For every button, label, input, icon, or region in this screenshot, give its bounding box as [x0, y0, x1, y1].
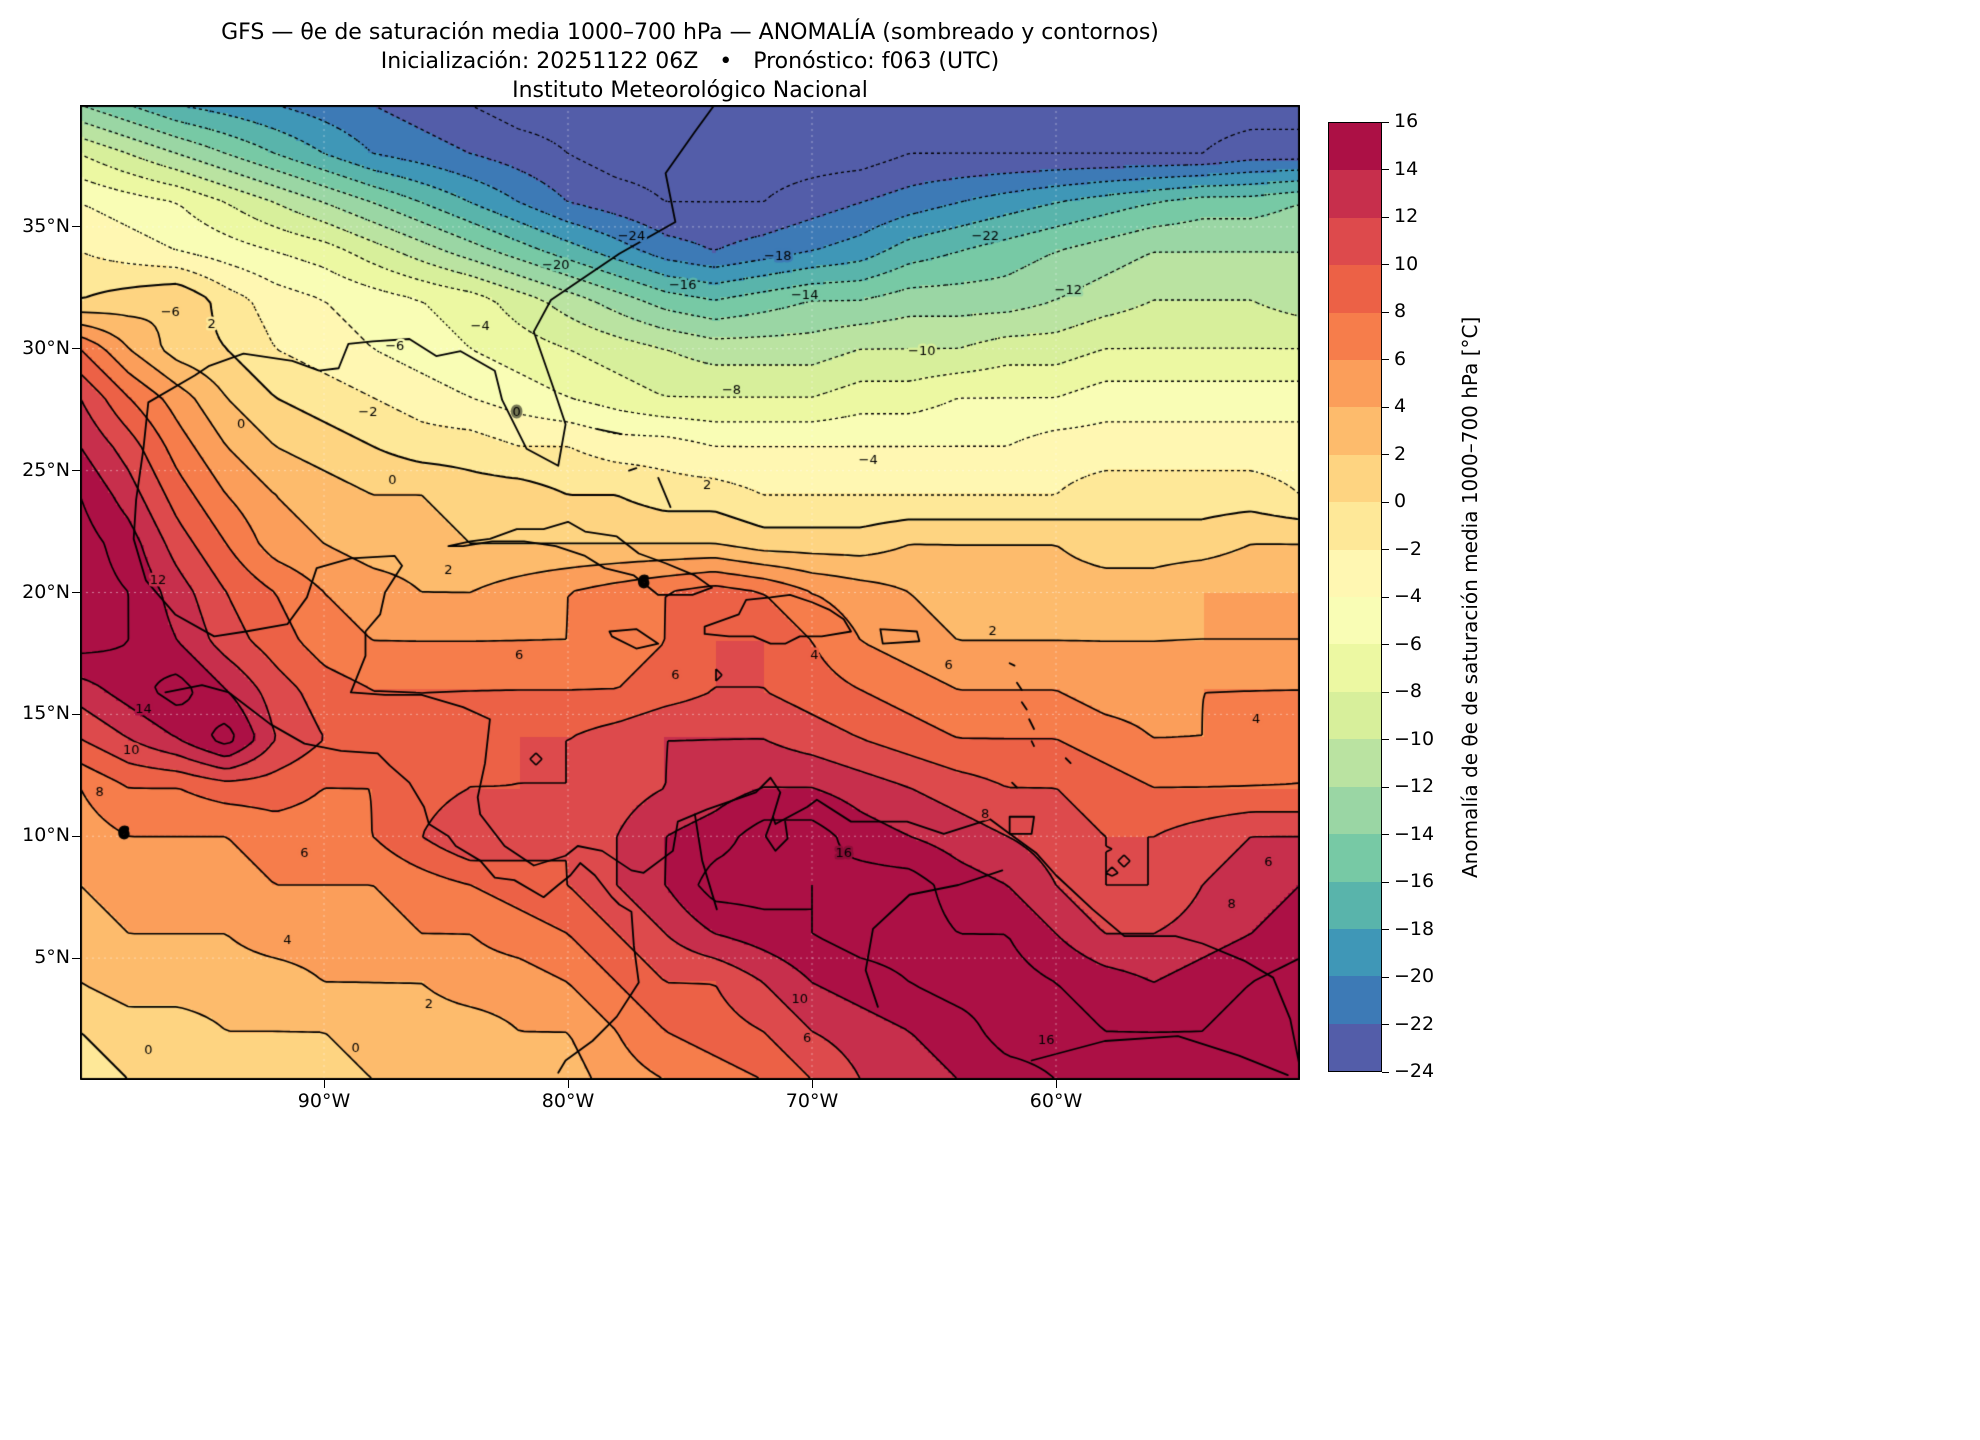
- colorbar-tick-mark: [1382, 216, 1389, 218]
- chart-title: GFS — θe de saturación media 1000–700 hP…: [221, 20, 1159, 45]
- colorbar-tick-label: −2: [1394, 537, 1423, 560]
- colorbar-cell: [1329, 407, 1381, 455]
- colorbar-tick-label: −4: [1394, 585, 1423, 607]
- x-tick-label: 90°W: [297, 1090, 351, 1112]
- y-tick-label: 25°N: [22, 458, 70, 481]
- colorbar-tick-mark: [1382, 976, 1389, 978]
- colorbar: [1328, 122, 1382, 1072]
- x-tick-mark: [323, 1080, 325, 1088]
- colorbar-tick-mark: [1382, 264, 1389, 265]
- colorbar-tick-label: −24: [1394, 1060, 1435, 1082]
- colorbar-cell: [1329, 1023, 1381, 1072]
- colorbar-cell: [1329, 597, 1381, 645]
- colorbar-tick-mark: [1382, 644, 1389, 645]
- colorbar-tick-mark: [1382, 359, 1389, 360]
- colorbar-tick-label: 4: [1394, 395, 1407, 417]
- colorbar-tick-mark: [1382, 311, 1389, 313]
- colorbar-cell: [1329, 217, 1381, 266]
- y-tick-mark: [72, 957, 80, 959]
- chart-subtitle-init-forecast: Inicialización: 20251122 06Z • Pronóstic…: [380, 49, 1000, 74]
- x-tick-label: 80°W: [541, 1090, 595, 1112]
- colorbar-tick-label: 10: [1394, 252, 1419, 275]
- colorbar-cell: [1329, 549, 1381, 598]
- colorbar-tick-label: −18: [1394, 917, 1435, 940]
- x-tick-label: 70°W: [785, 1090, 839, 1112]
- colorbar-cell: [1329, 312, 1381, 361]
- chart-subtitle-institute: Instituto Meteorológico Nacional: [512, 78, 868, 103]
- colorbar-tick-label: −22: [1394, 1012, 1435, 1035]
- colorbar-tick-mark: [1382, 169, 1389, 170]
- y-tick-mark: [72, 226, 80, 228]
- colorbar-cell: [1329, 265, 1381, 313]
- colorbar-tick-label: −20: [1394, 965, 1435, 987]
- colorbar-tick-mark: [1382, 501, 1389, 503]
- colorbar-tick-mark: [1382, 596, 1389, 598]
- colorbar-cell: [1329, 691, 1381, 740]
- colorbar-tick-mark: [1382, 549, 1389, 550]
- x-tick-label: 60°W: [1029, 1090, 1083, 1112]
- colorbar-tick-mark: [1382, 1024, 1389, 1025]
- colorbar-tick-label: −10: [1394, 727, 1435, 750]
- colorbar-tick-label: 8: [1394, 300, 1407, 322]
- colorbar-tick-mark: [1382, 881, 1389, 883]
- y-tick-label: 10°N: [22, 824, 70, 847]
- y-tick-mark: [72, 470, 80, 472]
- colorbar-cell: [1329, 976, 1381, 1024]
- colorbar-cell: [1329, 454, 1381, 503]
- y-tick-mark: [72, 592, 80, 593]
- colorbar-tick-label: 14: [1394, 157, 1419, 180]
- x-tick-mark: [567, 1080, 569, 1088]
- x-tick-mark: [1055, 1080, 1057, 1088]
- colorbar-tick-mark: [1382, 691, 1389, 693]
- colorbar-cell: [1329, 360, 1381, 408]
- colorbar-tick-label: 0: [1394, 490, 1407, 512]
- y-tick-label: 30°N: [22, 336, 70, 359]
- colorbar-cell: [1329, 644, 1381, 692]
- title-block: GFS — θe de saturación media 1000–700 hP…: [80, 18, 1300, 105]
- colorbar-tick-label: −6: [1394, 632, 1423, 655]
- colorbar-cell: [1329, 170, 1381, 218]
- y-tick-label: 20°N: [22, 580, 70, 603]
- colorbar-tick-mark: [1382, 454, 1389, 455]
- colorbar-cell: [1329, 881, 1381, 929]
- y-tick-label: 15°N: [22, 702, 70, 725]
- colorbar-tick-mark: [1382, 1071, 1389, 1073]
- map-plot-area: [80, 105, 1300, 1080]
- colorbar-tick-label: −14: [1394, 822, 1435, 845]
- colorbar-tick-mark: [1382, 121, 1389, 123]
- colorbar-tick-mark: [1382, 834, 1389, 835]
- y-tick-label: 35°N: [22, 214, 70, 237]
- colorbar-tick-label: 12: [1394, 205, 1419, 227]
- colorbar-cell: [1329, 502, 1381, 550]
- colorbar-tick-label: −16: [1394, 870, 1435, 892]
- colorbar-tick-mark: [1382, 929, 1389, 930]
- colorbar-tick-mark: [1382, 739, 1389, 740]
- y-tick-mark: [72, 835, 80, 837]
- colorbar-tick-label: 16: [1394, 110, 1419, 132]
- colorbar-tick-mark: [1382, 786, 1389, 788]
- x-tick-mark: [811, 1080, 813, 1088]
- colorbar-tick-label: 2: [1394, 442, 1407, 465]
- colorbar-cell: [1329, 928, 1381, 977]
- y-tick-label: 5°N: [34, 946, 70, 969]
- colorbar-cell: [1329, 834, 1381, 882]
- colorbar-tick-label: −8: [1394, 680, 1423, 702]
- map-canvas: [80, 105, 1300, 1080]
- y-tick-mark: [72, 713, 80, 715]
- colorbar-cell: [1329, 739, 1381, 787]
- colorbar-cell: [1329, 123, 1381, 171]
- colorbar-tick-label: 6: [1394, 347, 1407, 370]
- y-tick-mark: [72, 348, 80, 350]
- colorbar-tick-label: −12: [1394, 775, 1435, 797]
- colorbar-cell: [1329, 786, 1381, 835]
- colorbar-tick-mark: [1382, 406, 1389, 408]
